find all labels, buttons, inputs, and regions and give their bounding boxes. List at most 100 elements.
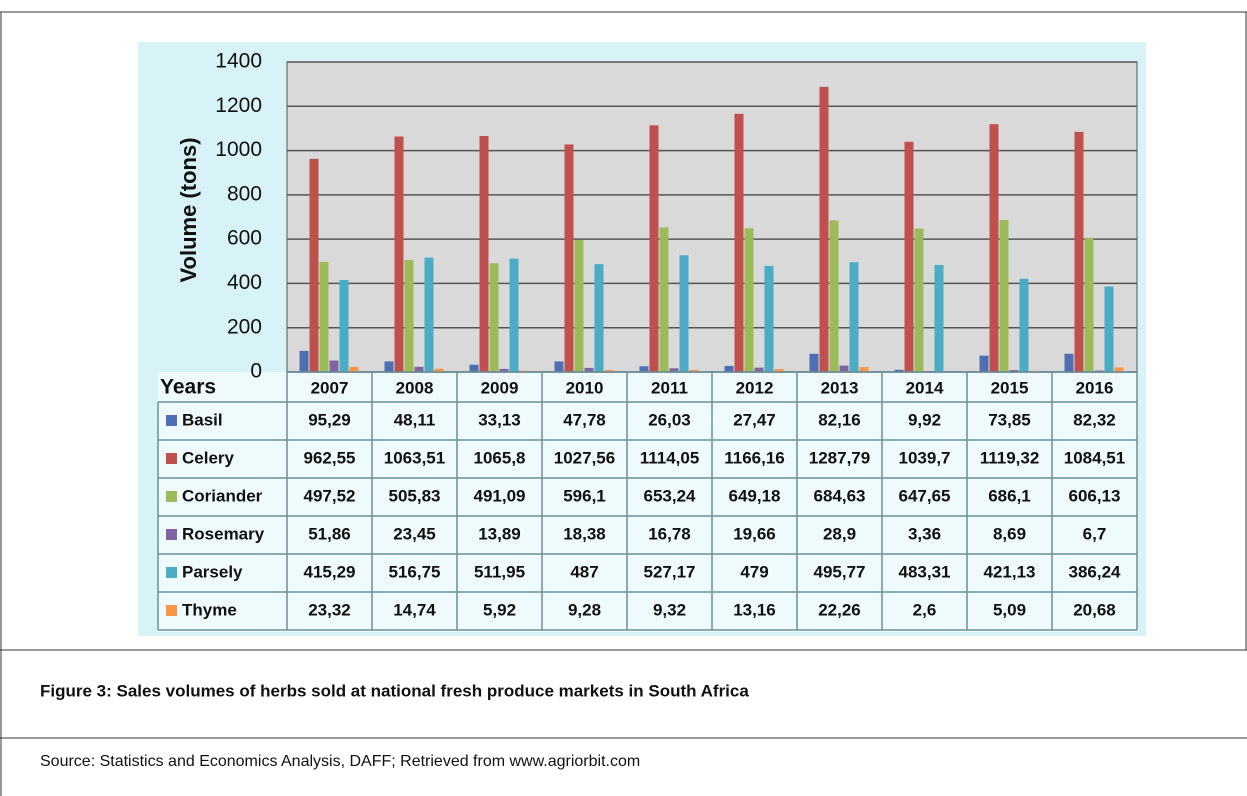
bar — [734, 113, 744, 372]
bar — [809, 353, 819, 372]
table-cell: 5,92 — [483, 600, 516, 619]
table-cell: 1119,32 — [980, 448, 1040, 467]
legend-swatch — [166, 415, 177, 426]
bar — [554, 361, 564, 372]
bar — [509, 258, 519, 372]
table-cell: 18,38 — [563, 524, 606, 543]
y-tick-label: 800 — [227, 182, 262, 205]
x-tick-label: 2007 — [311, 378, 349, 397]
table-cell: 516,75 — [389, 562, 441, 581]
y-tick-label: 400 — [227, 271, 262, 294]
table-cell: 48,11 — [394, 410, 436, 429]
table-cell: 596,1 — [563, 486, 606, 505]
legend-swatch — [166, 567, 177, 578]
bar — [1074, 131, 1084, 372]
legend-label: Basil — [182, 410, 223, 429]
bar — [669, 368, 679, 372]
bar — [819, 86, 829, 372]
table-cell: 527,17 — [644, 562, 696, 581]
table-cell: 6,7 — [1083, 524, 1107, 543]
table-cell: 1114,05 — [640, 448, 700, 467]
table-cell: 1063,51 — [384, 448, 445, 467]
table-cell: 28,9 — [823, 524, 856, 543]
bar — [649, 125, 659, 372]
y-tick-label: 1000 — [215, 138, 262, 161]
bar — [894, 369, 904, 372]
table-cell: 649,18 — [729, 486, 781, 505]
table-cell: 511,95 — [474, 562, 525, 581]
bar — [904, 141, 914, 372]
table-cell: 2,6 — [913, 600, 937, 619]
table-cell: 505,83 — [389, 486, 441, 505]
table-cell: 647,65 — [899, 486, 951, 505]
table-cell: 16,78 — [648, 524, 691, 543]
table-cell: 497,52 — [304, 486, 356, 505]
table-cell: 487 — [570, 562, 598, 581]
plot-area — [286, 61, 1138, 373]
legend-swatch — [166, 491, 177, 502]
table-cell: 1084,51 — [1064, 448, 1125, 467]
bar — [1064, 353, 1074, 372]
bar — [329, 360, 339, 372]
table-cell: 3,36 — [908, 524, 941, 543]
table-cell: 5,09 — [993, 600, 1026, 619]
table-cell: 8,69 — [993, 524, 1026, 543]
legend-label: Thyme — [182, 600, 237, 619]
bar — [744, 228, 754, 372]
table-cell: 95,29 — [308, 410, 351, 429]
x-tick-label: 2015 — [991, 378, 1029, 397]
table-cell: 1039,7 — [899, 448, 951, 467]
bar — [679, 255, 689, 372]
table-cell: 479 — [740, 562, 768, 581]
bar — [349, 366, 359, 372]
table-cell: 606,13 — [1069, 486, 1121, 505]
bar — [594, 264, 604, 372]
bar — [319, 261, 329, 372]
y-axis-title: Volume (tons) — [176, 137, 201, 282]
table-cell: 9,32 — [653, 600, 686, 619]
table-header: Years — [160, 376, 216, 399]
table-cell: 82,16 — [818, 410, 861, 429]
table-cell: 9,28 — [568, 600, 601, 619]
bar — [299, 350, 309, 372]
table-cell: 22,26 — [818, 600, 861, 619]
table-cell: 26,03 — [648, 410, 691, 429]
legend-swatch — [166, 529, 177, 540]
y-tick-label: 600 — [227, 227, 262, 250]
legend-swatch — [166, 605, 177, 616]
bar — [564, 144, 574, 372]
table-cell: 27,47 — [733, 410, 776, 429]
bar — [999, 220, 1009, 372]
bar — [479, 136, 489, 372]
bar — [584, 367, 594, 372]
x-tick-label: 2009 — [481, 378, 519, 397]
bar — [404, 259, 414, 372]
table-cell: 33,13 — [478, 410, 521, 429]
y-tick-label: 1200 — [215, 94, 262, 117]
table-cell: 415,29 — [304, 562, 356, 581]
bar — [604, 369, 614, 372]
bar — [499, 368, 509, 372]
bar — [434, 368, 444, 372]
table-cell: 962,55 — [304, 448, 356, 467]
bar — [659, 227, 669, 372]
x-tick-label: 2008 — [396, 378, 434, 397]
x-tick-label: 2014 — [906, 378, 944, 397]
caption: Figure 3: Sales volumes of herbs sold at… — [40, 681, 749, 700]
table-cell: 23,32 — [308, 600, 351, 619]
y-tick-label: 0 — [250, 360, 262, 383]
bar — [414, 366, 424, 372]
bar — [754, 367, 764, 372]
table-cell: 14,74 — [393, 600, 436, 619]
table-cell: 13,89 — [478, 524, 521, 543]
table-cell: 491,09 — [474, 486, 526, 505]
table-cell: 1027,56 — [554, 448, 615, 467]
table-cell: 684,63 — [814, 486, 866, 505]
legend-swatch — [166, 453, 177, 464]
bar — [849, 262, 859, 372]
bar — [934, 264, 944, 372]
bar — [689, 369, 699, 372]
bar — [489, 263, 499, 372]
data-table — [158, 372, 1137, 632]
